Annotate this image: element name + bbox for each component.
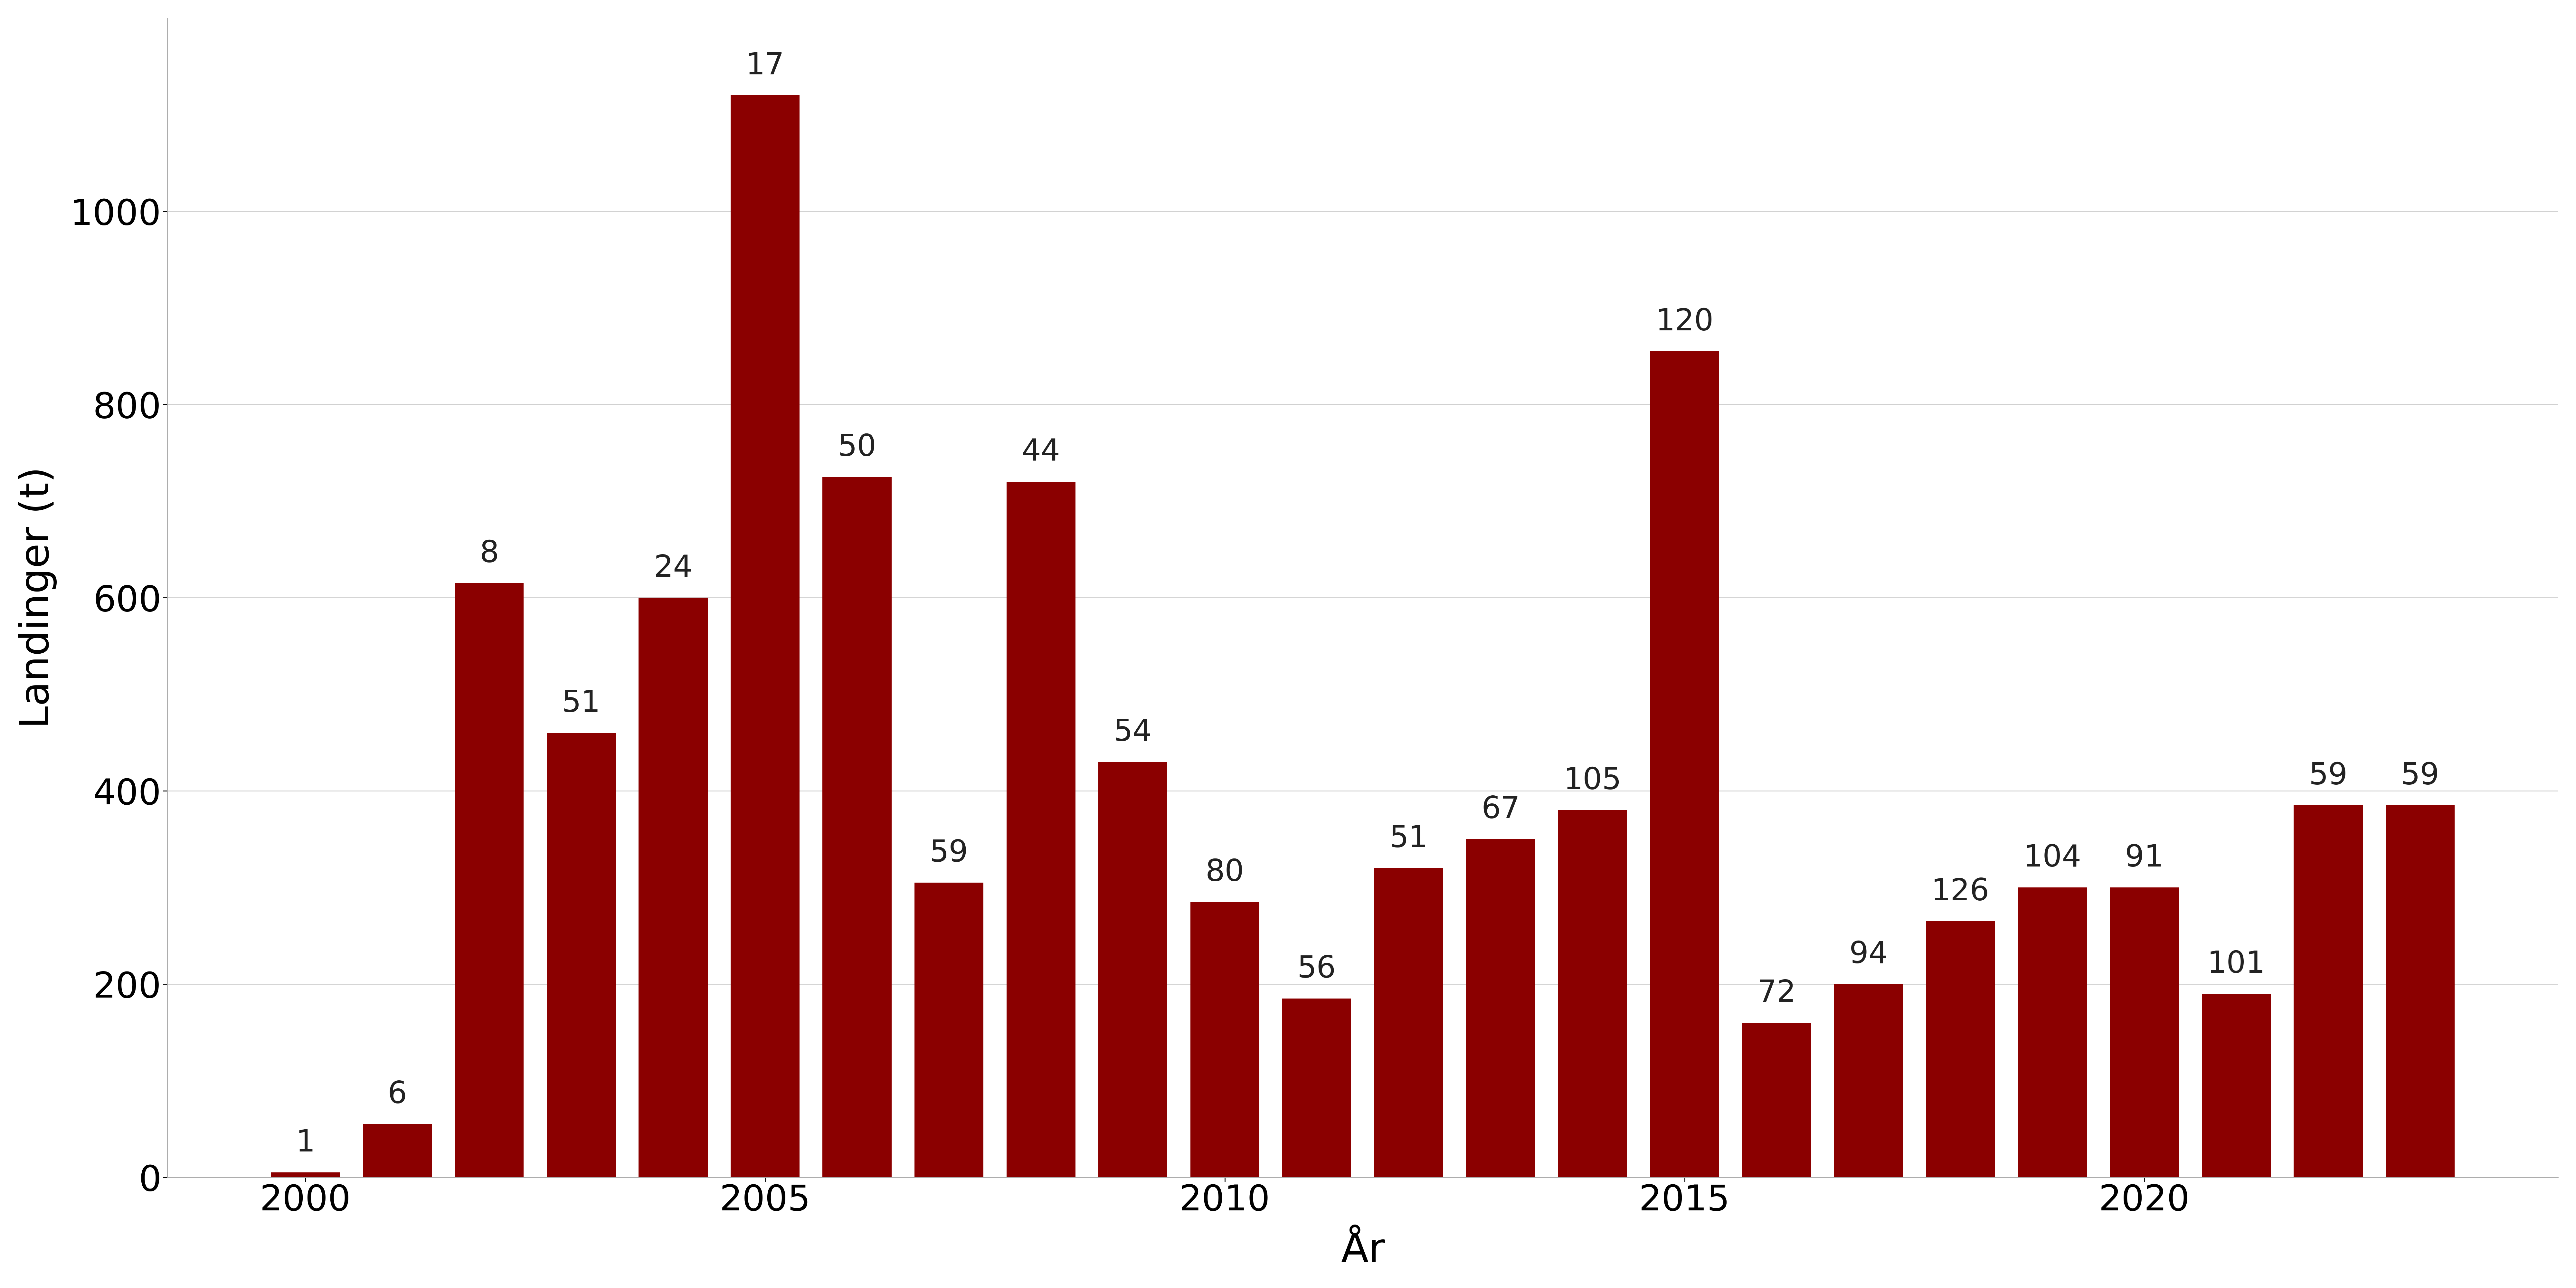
Bar [1007, 482, 1074, 1177]
Text: 94: 94 [1850, 940, 1888, 970]
Bar [1927, 921, 1994, 1177]
Bar [1466, 838, 1535, 1177]
Bar [2202, 993, 2272, 1177]
Bar [1741, 1023, 1811, 1177]
Text: 101: 101 [2208, 949, 2264, 979]
Text: 67: 67 [1481, 795, 1520, 824]
Text: 59: 59 [2308, 761, 2347, 791]
Bar [546, 733, 616, 1177]
Text: 56: 56 [1298, 954, 1337, 984]
Bar [2293, 805, 2362, 1177]
Bar [1834, 984, 1904, 1177]
Bar [1190, 902, 1260, 1177]
Bar [1097, 761, 1167, 1177]
Bar [270, 1172, 340, 1177]
Text: 54: 54 [1113, 717, 1151, 747]
Text: 51: 51 [1388, 824, 1427, 854]
Text: 104: 104 [2022, 844, 2081, 873]
Bar [363, 1124, 433, 1177]
X-axis label: År: År [1340, 1231, 1386, 1270]
Bar [822, 477, 891, 1177]
Bar [2017, 887, 2087, 1177]
Bar [2385, 805, 2455, 1177]
Bar [1373, 868, 1443, 1177]
Text: 8: 8 [479, 538, 500, 568]
Text: 59: 59 [930, 838, 969, 868]
Text: 17: 17 [744, 52, 786, 81]
Text: 1: 1 [296, 1128, 314, 1158]
Bar [914, 882, 984, 1177]
Bar [1558, 810, 1628, 1177]
Bar [2110, 887, 2179, 1177]
Y-axis label: Landinger (t): Landinger (t) [18, 466, 57, 729]
Text: 120: 120 [1656, 307, 1713, 336]
Text: 44: 44 [1023, 438, 1061, 468]
Bar [456, 583, 523, 1177]
Text: 80: 80 [1206, 858, 1244, 887]
Bar [1283, 998, 1352, 1177]
Bar [1651, 352, 1718, 1177]
Text: 91: 91 [2125, 844, 2164, 873]
Text: 6: 6 [386, 1081, 407, 1110]
Text: 126: 126 [1932, 877, 1989, 907]
Text: 24: 24 [654, 554, 693, 583]
Text: 72: 72 [1757, 979, 1795, 1009]
Bar [732, 95, 799, 1177]
Text: 105: 105 [1564, 766, 1623, 796]
Text: 59: 59 [2401, 761, 2439, 791]
Bar [639, 598, 708, 1177]
Text: 50: 50 [837, 433, 876, 462]
Text: 51: 51 [562, 689, 600, 719]
